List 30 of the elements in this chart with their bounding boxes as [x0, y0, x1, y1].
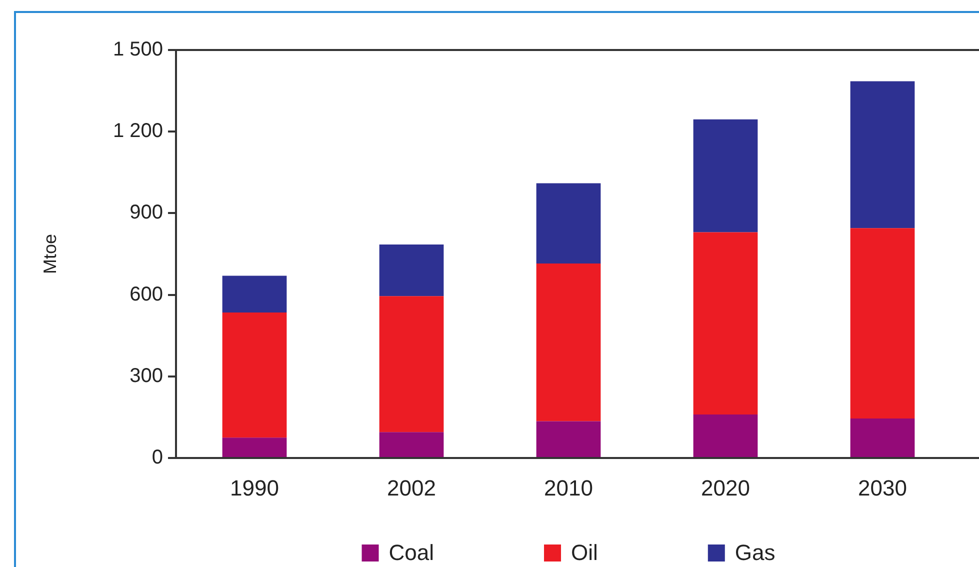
bar	[536, 264, 601, 422]
y-axis-title: Mtoe	[40, 234, 60, 274]
y-tick-label: 600	[130, 283, 163, 306]
bar	[850, 228, 915, 419]
y-tick-label: 0	[152, 446, 163, 469]
bar	[222, 438, 287, 457]
y-tick-label: 1 200	[112, 120, 163, 142]
x-tick-label: 2002	[387, 475, 436, 500]
legend-label: Gas	[734, 540, 776, 566]
bar	[379, 432, 444, 457]
bar	[536, 183, 601, 264]
x-tick-label: 2020	[701, 475, 750, 500]
y-tick-label: 900	[130, 202, 163, 224]
y-tick-label: 300	[130, 364, 163, 387]
bar	[222, 276, 287, 312]
bar	[850, 418, 915, 457]
y-tick-label: 1 500	[112, 38, 163, 61]
bar	[536, 421, 601, 457]
bar	[693, 119, 758, 232]
bar	[693, 414, 758, 457]
x-tick-label: 2030	[858, 475, 907, 500]
bar	[693, 232, 758, 414]
legend-label: Oil	[571, 540, 598, 566]
bar	[379, 244, 444, 296]
x-tick-label: 1990	[230, 475, 279, 500]
bar	[850, 81, 915, 228]
legend-label: Coal	[388, 540, 434, 566]
x-tick-label: 2010	[544, 475, 593, 500]
bar	[379, 296, 444, 432]
bar	[222, 312, 287, 438]
